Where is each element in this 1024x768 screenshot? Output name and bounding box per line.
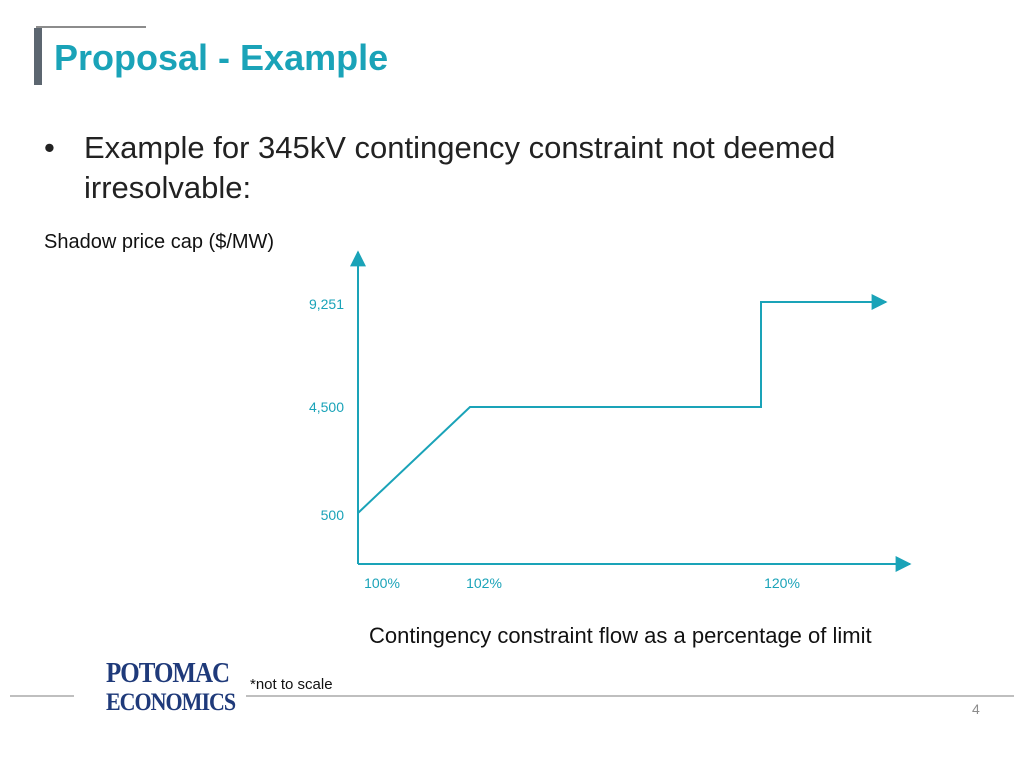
y-tick-label: 4,500 <box>309 399 344 415</box>
bullet-point: • Example for 345kV contingency constrai… <box>44 128 944 208</box>
x-axis-label: Contingency constraint flow as a percent… <box>369 623 872 648</box>
footer-rule-right <box>246 695 1014 697</box>
page-number: 4 <box>972 701 980 717</box>
title-accent-bar <box>34 28 42 85</box>
logo-text-line: POTOMAC <box>106 657 230 689</box>
x-tick-label: 120% <box>764 575 800 591</box>
logo-text-line: ECONOMICS <box>106 687 236 716</box>
slide-title: Proposal - Example <box>54 37 389 78</box>
bullet-dot-icon: • <box>44 130 55 165</box>
y-tick-label: 9,251 <box>309 296 344 312</box>
footer-rule-left <box>10 695 74 697</box>
y-axis-label: Shadow price cap ($/MW) <box>44 231 275 253</box>
x-tick-label: 100% <box>364 575 400 591</box>
x-tick-label: 102% <box>466 575 502 591</box>
title-top-rule <box>36 26 146 28</box>
potomac-economics-logo: POTOMAC ECONOMICS <box>106 657 236 718</box>
footnote: *not to scale <box>250 676 333 693</box>
y-tick-label: 500 <box>321 507 345 523</box>
bullet-text: Example for 345kV contingency constraint… <box>84 130 836 205</box>
shadow-price-series-line <box>357 294 888 514</box>
